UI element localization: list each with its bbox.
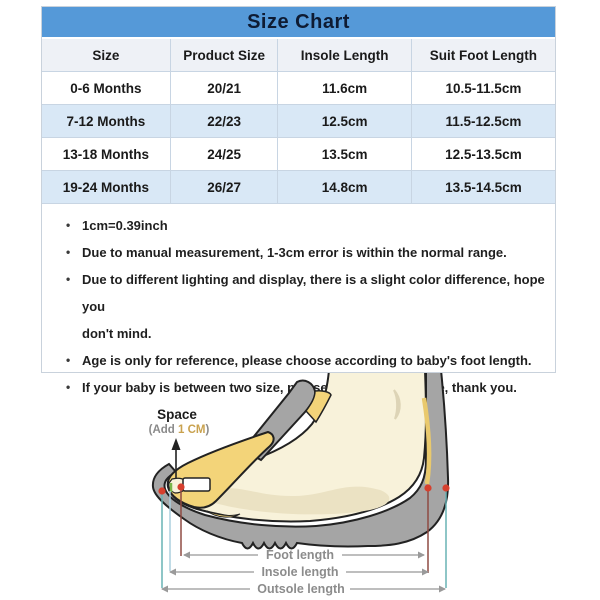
table-cell: 11.6cm xyxy=(277,71,412,105)
space-sub-value: 1 CM xyxy=(178,424,205,436)
table-row: 19-24 Months 26/27 14.8cm 13.5-14.5cm xyxy=(42,170,555,204)
table-cell: 11.5-12.5cm xyxy=(410,104,555,138)
table-cell: 12.5cm xyxy=(277,104,412,138)
table-cell: 20/21 xyxy=(169,71,278,105)
table-cell: 7-12 Months xyxy=(66,113,146,129)
marker-dot xyxy=(158,487,166,495)
insole-length-label: Insole length xyxy=(261,565,338,579)
space-sub-prefix: (Add xyxy=(149,424,178,436)
bullet-icon: • xyxy=(66,272,71,286)
column-header: Insole Length xyxy=(277,39,412,72)
table-row: 0-6 Months 20/21 11.6cm 10.5-11.5cm xyxy=(42,71,555,105)
arrow-icon xyxy=(161,585,168,593)
size-table: Size Product Size Insole Length Suit Foot L… xyxy=(42,39,555,204)
arrow-icon xyxy=(418,551,425,559)
table-cell: 13.5-14.5cm xyxy=(410,170,555,204)
table-row: 7-12 Months 22/23 12.5cm 11.5-12.5cm xyxy=(42,104,555,138)
page-title: Size Chart xyxy=(247,10,350,33)
outsole-length-label: Outsole length xyxy=(257,582,345,596)
foot-length-label: Foot length xyxy=(266,548,334,562)
size-chart-panel: Size Chart Size Product Size Insole Length… xyxy=(41,6,556,395)
marker-dot xyxy=(424,484,432,492)
space-sub-suffix: ) xyxy=(206,424,210,436)
marker-dot xyxy=(177,483,185,491)
table-cell: 13-18 Months xyxy=(62,146,150,162)
table-cell: 14.8cm xyxy=(277,170,412,204)
arch-strap-shape xyxy=(206,510,241,518)
foot-shading xyxy=(206,486,390,515)
note-item: • 1cm=0.39inch xyxy=(66,212,545,239)
note-item: • Due to different lighting and display, … xyxy=(66,266,545,347)
table-row: 13-18 Months 24/25 13.5cm 12.5-13.5cm xyxy=(42,137,555,171)
arrow-icon xyxy=(439,585,446,593)
foot-measurement-diagram: Foot length Insole length Outsole length… xyxy=(149,373,450,596)
notes-list: • 1cm=0.39inch • Due to manual measurement,… xyxy=(42,204,555,401)
arrow-icon xyxy=(169,568,176,576)
bullet-icon: • xyxy=(66,380,71,394)
bullet-icon: • xyxy=(66,245,71,259)
table-cell: 12.5-13.5cm xyxy=(410,137,555,171)
table-head-row: Size Product Size Insole Length Suit Foot L… xyxy=(42,39,555,72)
table-body: 0-6 Months 20/21 11.6cm 10.5-11.5cm 7-12 Mon… xyxy=(42,71,555,204)
table-cell: 26/27 xyxy=(169,170,278,204)
ankle-shading xyxy=(393,389,401,420)
arrow-icon xyxy=(183,551,190,559)
shoe-sole-shape xyxy=(151,373,450,550)
bullet-icon: • xyxy=(66,353,71,367)
note-item: • Due to manual measurement, 1-3cm error … xyxy=(66,239,545,266)
space-arrow-icon xyxy=(171,438,181,450)
space-sublabel: (Add 1 CM) xyxy=(149,424,210,436)
bullet-icon: • xyxy=(66,218,71,232)
title-bar: Size Chart xyxy=(42,7,555,39)
column-header: Suit Foot Length xyxy=(410,39,555,72)
table-cell: 22/23 xyxy=(169,104,278,138)
column-header: Size xyxy=(92,47,120,63)
heel-stripe-shape xyxy=(421,397,432,485)
table-cell: 19-24 Months xyxy=(62,179,150,195)
table-cell: 13.5cm xyxy=(277,137,412,171)
marker-dot xyxy=(442,484,450,492)
column-header: Product Size xyxy=(169,39,278,72)
table-cell: 0-6 Months xyxy=(70,80,142,96)
note-item: • Age is only for reference, please choos… xyxy=(66,347,545,374)
arrow-icon xyxy=(422,568,429,576)
space-label: Space xyxy=(157,407,197,422)
ankle-pad-shape xyxy=(305,390,332,424)
table-cell: 10.5-11.5cm xyxy=(410,71,555,105)
table-cell: 24/25 xyxy=(169,137,278,171)
toe-space-notch xyxy=(182,477,211,492)
